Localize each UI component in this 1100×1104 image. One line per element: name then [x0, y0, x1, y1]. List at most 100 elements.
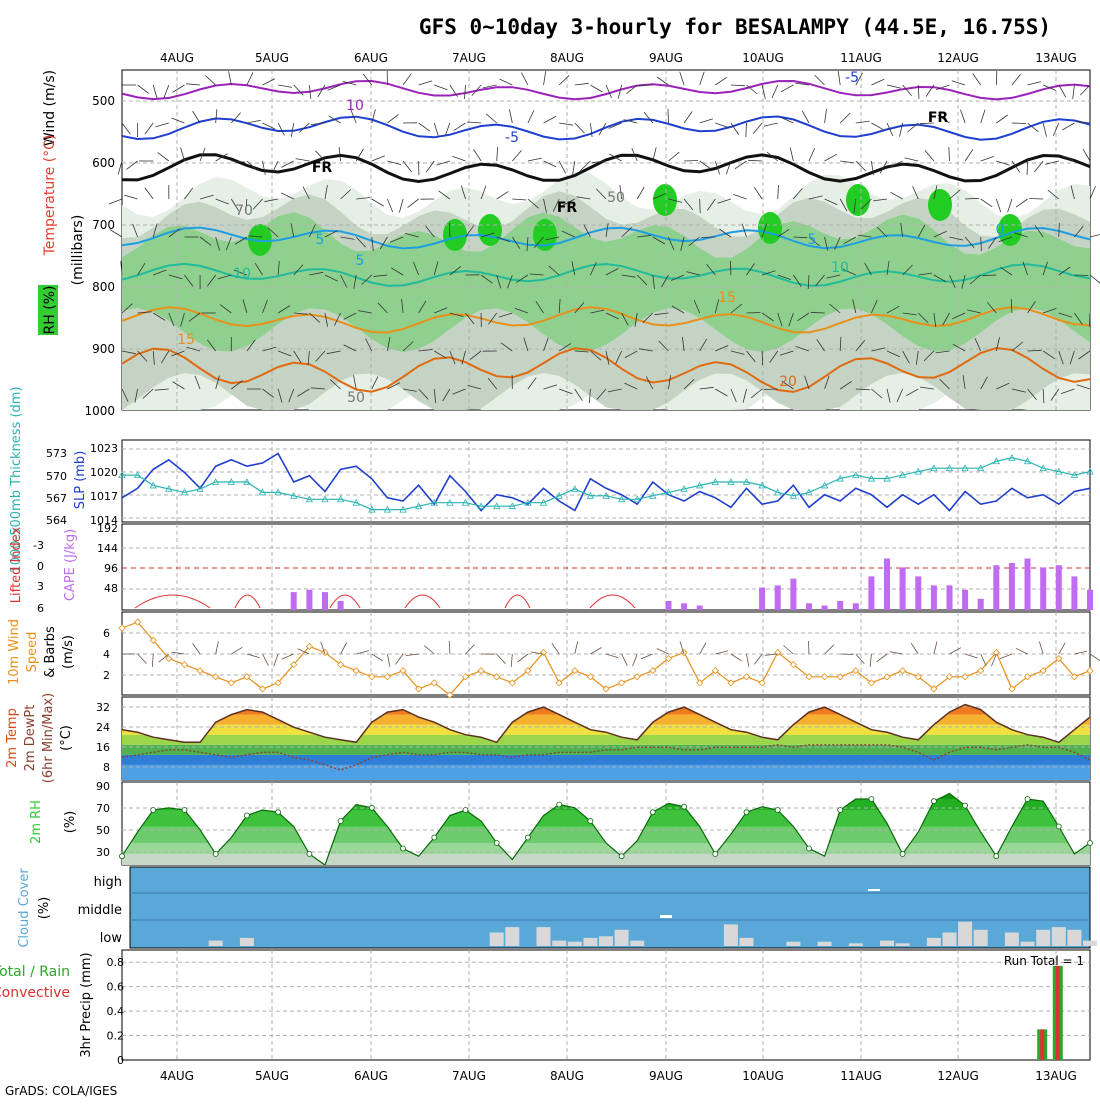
rh-point: [869, 797, 874, 802]
cape-tick-label: 144: [97, 542, 118, 555]
slp-panel-frame: [122, 440, 1090, 522]
wind-barb: [1029, 199, 1043, 200]
rh-point: [1088, 841, 1093, 846]
cape-bar: [1025, 559, 1031, 611]
rh-point: [1025, 797, 1030, 802]
bottom-date-label: 9AUG: [649, 1069, 683, 1083]
ylabel-temp: (°C): [59, 725, 74, 751]
top-date-label: 4AUG: [160, 51, 194, 65]
rh-shade-90: [846, 184, 870, 216]
lifted-index-tick-label: -3: [33, 539, 44, 552]
mb-tick-label: 500: [92, 94, 115, 108]
wind-barb: [109, 199, 122, 204]
thickness-tick-label: 573: [46, 447, 67, 460]
temp-band: [122, 755, 1090, 765]
cloud-low-bar: [552, 941, 566, 946]
contour-label: 10: [831, 260, 849, 276]
rh-point: [463, 808, 468, 813]
cloud-low-bar: [724, 924, 738, 946]
ylabel-rh: RH (%): [42, 286, 58, 335]
contour-label: -5: [845, 70, 859, 86]
thickness-tick-label: 567: [46, 492, 67, 505]
cape-bar: [697, 606, 703, 611]
rh-point: [994, 854, 999, 859]
rh-point: [494, 841, 499, 846]
ylabel-millibars: (millibars): [70, 215, 86, 286]
cloud-low-bar: [1083, 941, 1097, 946]
top-date-label: 8AUG: [550, 51, 584, 65]
cloud-low-bar: [1067, 930, 1081, 946]
cloud-low-bar: [943, 933, 957, 947]
lifted-index-tick-label: 6: [37, 602, 44, 615]
contour-label: 20: [779, 374, 797, 390]
thickness-tick-label: 570: [46, 470, 67, 483]
cloud-low-bar: [1036, 930, 1050, 946]
cape-bar: [338, 601, 344, 610]
rh-tick-label: 70: [96, 802, 110, 815]
cape-bar: [931, 585, 937, 610]
rh-point: [744, 810, 749, 815]
cape-bar: [900, 567, 906, 610]
ylabel-cloud-units: (%): [37, 897, 52, 920]
rh-point: [900, 852, 905, 857]
ylabel-wind-10m: 10m Wind: [7, 619, 22, 685]
wind-barb: [1059, 223, 1060, 237]
wind-barb: [764, 389, 778, 390]
mb-tick-label: 700: [92, 218, 115, 232]
rh-shade-90: [928, 189, 952, 221]
contour-label: -5: [505, 130, 519, 146]
rh-point: [244, 813, 249, 818]
rh-shade-90: [478, 214, 502, 246]
temp-band: [122, 735, 1090, 745]
ylabel-cape: CAPE (J/kg): [63, 529, 78, 601]
precip-convective-bar: [1040, 1029, 1044, 1060]
precip-tick-label: 0.4: [107, 1005, 125, 1018]
rh-point: [931, 799, 936, 804]
contour-label: 15: [177, 332, 195, 348]
wind-barb: [700, 199, 701, 213]
cloud-high-bar: [868, 889, 880, 891]
cape-bar: [306, 590, 312, 610]
wind-barb: [1090, 234, 1100, 237]
cape-bar: [666, 601, 672, 610]
cloud-low-bar: [1005, 933, 1019, 947]
rh-band: [122, 854, 1090, 865]
wind-barb: [684, 161, 698, 162]
cloud-low-bar: [505, 927, 519, 946]
cape-bar: [853, 603, 859, 610]
wind-tick-label: 6: [103, 627, 110, 640]
cape-bar: [775, 585, 781, 610]
ylabel-temp: 2m DewPt: [23, 705, 38, 772]
cape-bar: [806, 603, 812, 610]
ylabel-lifted-index: Lifted Index: [9, 526, 24, 603]
rh-point: [432, 835, 437, 840]
bottom-date-label: 5AUG: [255, 1069, 289, 1083]
ylabel-wind-10m: Speed: [25, 632, 40, 673]
cloud-level-label: low: [100, 931, 123, 946]
rh-tick-label: 30: [96, 846, 110, 859]
cloud-low-bar: [786, 942, 800, 946]
wind-tick-label: 2: [103, 669, 110, 682]
cloud-level-label: high: [94, 875, 122, 890]
precip-tick-label: 0: [117, 1054, 124, 1067]
slp-tick-label: 1023: [90, 442, 118, 455]
contour-label: 5: [316, 232, 325, 248]
cape-bar: [322, 592, 328, 610]
cloud-low-bar: [615, 930, 629, 946]
cloud-low-bar: [880, 941, 894, 946]
contour-label: 50: [607, 190, 625, 206]
wind-barb: [840, 654, 853, 655]
rh-point: [120, 854, 125, 859]
temp-tick-label: 8: [103, 761, 110, 774]
wind-barb: [701, 237, 715, 238]
wind-barb: [118, 161, 122, 175]
cape-bar: [837, 601, 843, 610]
rh-point: [338, 819, 343, 824]
contour-label: FR: [312, 160, 333, 176]
bottom-date-label: 7AUG: [452, 1069, 486, 1083]
rh-point: [838, 808, 843, 813]
rh-point: [307, 852, 312, 857]
rh-point: [213, 852, 218, 857]
temp-tick-label: 16: [96, 741, 110, 754]
